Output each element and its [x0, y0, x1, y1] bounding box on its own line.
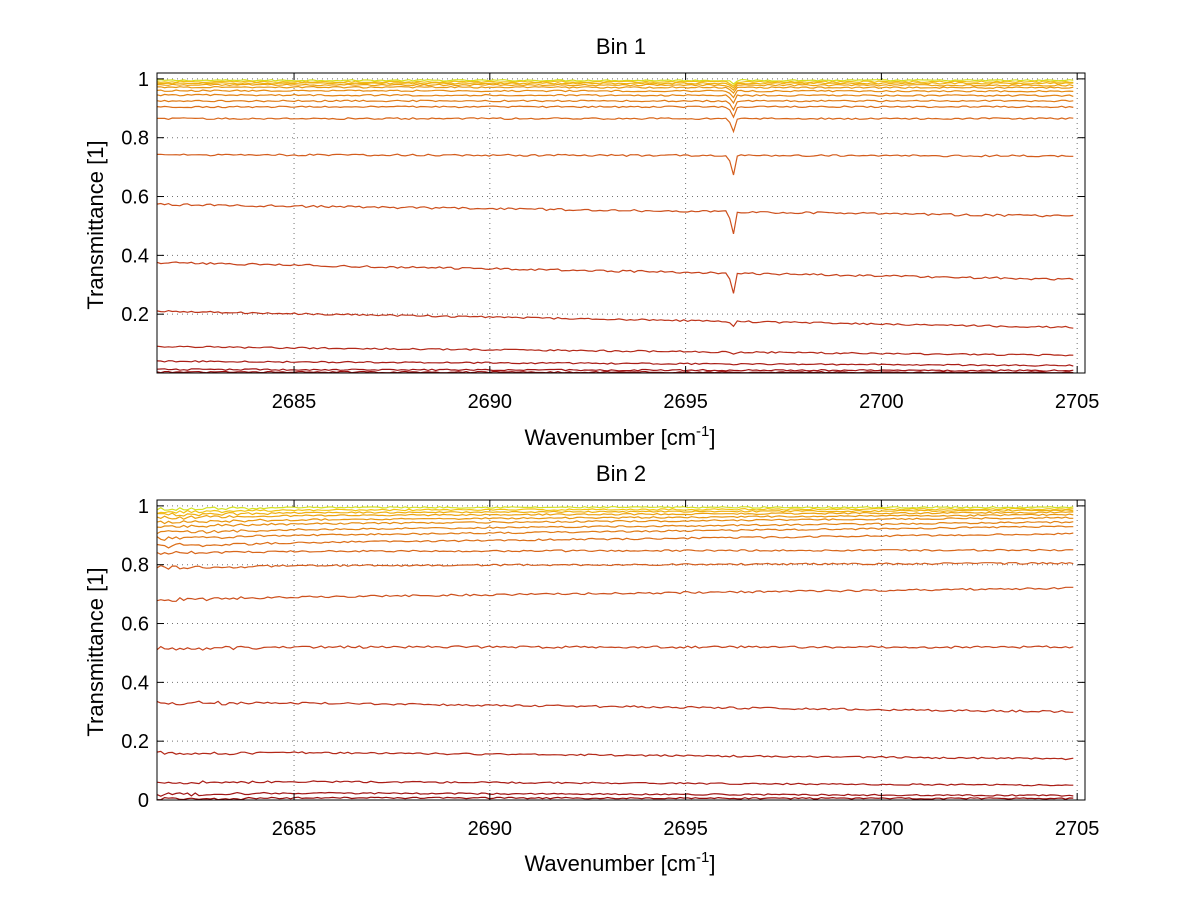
x-tick-label: 2700	[859, 391, 904, 413]
series-line-4	[156, 83, 1074, 91]
series-line-11	[156, 561, 1074, 570]
series-line-3	[156, 509, 1074, 517]
x-tick-label: 2685	[272, 818, 317, 840]
series-line-3	[156, 81, 1074, 89]
y-tick-label: 0.2	[121, 731, 149, 753]
series-line-18	[156, 796, 1074, 801]
chart-panel-2: 2685 2690 2695 2700 2705 0 0.2 0.4 0.6 0.8 1 Bin 2 W…	[83, 461, 1099, 876]
y-tick-label: 0	[138, 790, 149, 812]
plot-frame	[156, 499, 1086, 801]
series-line-4	[156, 511, 1074, 520]
series-line-6	[156, 89, 1074, 99]
series-line-8	[156, 99, 1074, 112]
x-axis-label-exponent: -1	[696, 423, 709, 440]
series-line-14	[156, 309, 1074, 329]
x-axis-label: Wavenumber [cm-1]	[524, 423, 715, 450]
x-tick-label: 2690	[468, 391, 513, 413]
series-line-7	[156, 93, 1074, 105]
series-line-2	[156, 507, 1074, 514]
x-axis-label-end: ]	[709, 425, 715, 450]
plot-frame	[156, 72, 1086, 374]
x-tick-label: 2695	[663, 391, 708, 413]
series-line-11	[156, 153, 1074, 176]
x-axis-label: Wavenumber [cm-1]	[524, 849, 715, 876]
y-tick-label: 1	[138, 69, 149, 91]
series-line-17	[156, 791, 1074, 797]
series-line-16	[156, 780, 1074, 787]
series-line-15	[156, 750, 1074, 761]
y-tick-label: 0.4	[121, 672, 149, 694]
y-axis-label: Transmittance [1]	[83, 140, 108, 309]
series-line-9	[156, 532, 1074, 549]
series-line-7	[156, 520, 1074, 535]
x-tick-label: 2690	[468, 818, 513, 840]
chart-title: Bin 1	[596, 34, 646, 59]
chart-panel-1: 2685 2690 2695 2700 2705 0.2 0.4 0.6 0.8 1 Bin 1 Wa…	[83, 34, 1099, 450]
series-line-8	[156, 525, 1074, 541]
chart-title: Bin 2	[596, 461, 646, 486]
series-line-18	[156, 370, 1074, 374]
y-tick-label: 0.8	[121, 128, 149, 150]
y-tick-label: 0.8	[121, 555, 149, 577]
y-tick-label: 0.6	[121, 614, 149, 636]
x-axis-label-end: ]	[709, 851, 715, 876]
series-line-17	[156, 368, 1074, 372]
series-line-10	[156, 117, 1074, 134]
series-line-15	[156, 345, 1074, 357]
x-tick-label: 2685	[272, 391, 317, 413]
series-line-2	[156, 80, 1074, 87]
y-axis-label: Transmittance [1]	[83, 567, 108, 736]
series-line-12	[156, 586, 1074, 602]
series-line-6	[156, 516, 1074, 529]
y-tick-label: 0.6	[121, 187, 149, 209]
y-tick-label: 1	[138, 496, 149, 518]
series-line-5	[156, 513, 1074, 525]
x-tick-label: 2705	[1055, 818, 1100, 840]
series-line-13	[156, 261, 1074, 294]
series-line-1	[156, 505, 1074, 511]
series-line-12	[156, 202, 1074, 235]
x-axis-label-main: Wavenumber [cm	[524, 851, 696, 876]
series-line-1	[156, 79, 1074, 85]
series-line-5	[156, 85, 1074, 95]
x-tick-label: 2700	[859, 818, 904, 840]
x-axis-label-exponent: -1	[696, 849, 709, 866]
series-line-13	[156, 645, 1074, 651]
series-line-10	[156, 548, 1074, 555]
x-tick-label: 2705	[1055, 391, 1100, 413]
series-line-9	[156, 105, 1074, 119]
x-tick-label: 2695	[663, 818, 708, 840]
series-line-16	[156, 360, 1074, 367]
y-tick-label: 0.4	[121, 245, 149, 267]
series-line-14	[156, 700, 1074, 714]
x-axis-label-main: Wavenumber [cm	[524, 425, 696, 450]
y-tick-label: 0.2	[121, 304, 149, 326]
